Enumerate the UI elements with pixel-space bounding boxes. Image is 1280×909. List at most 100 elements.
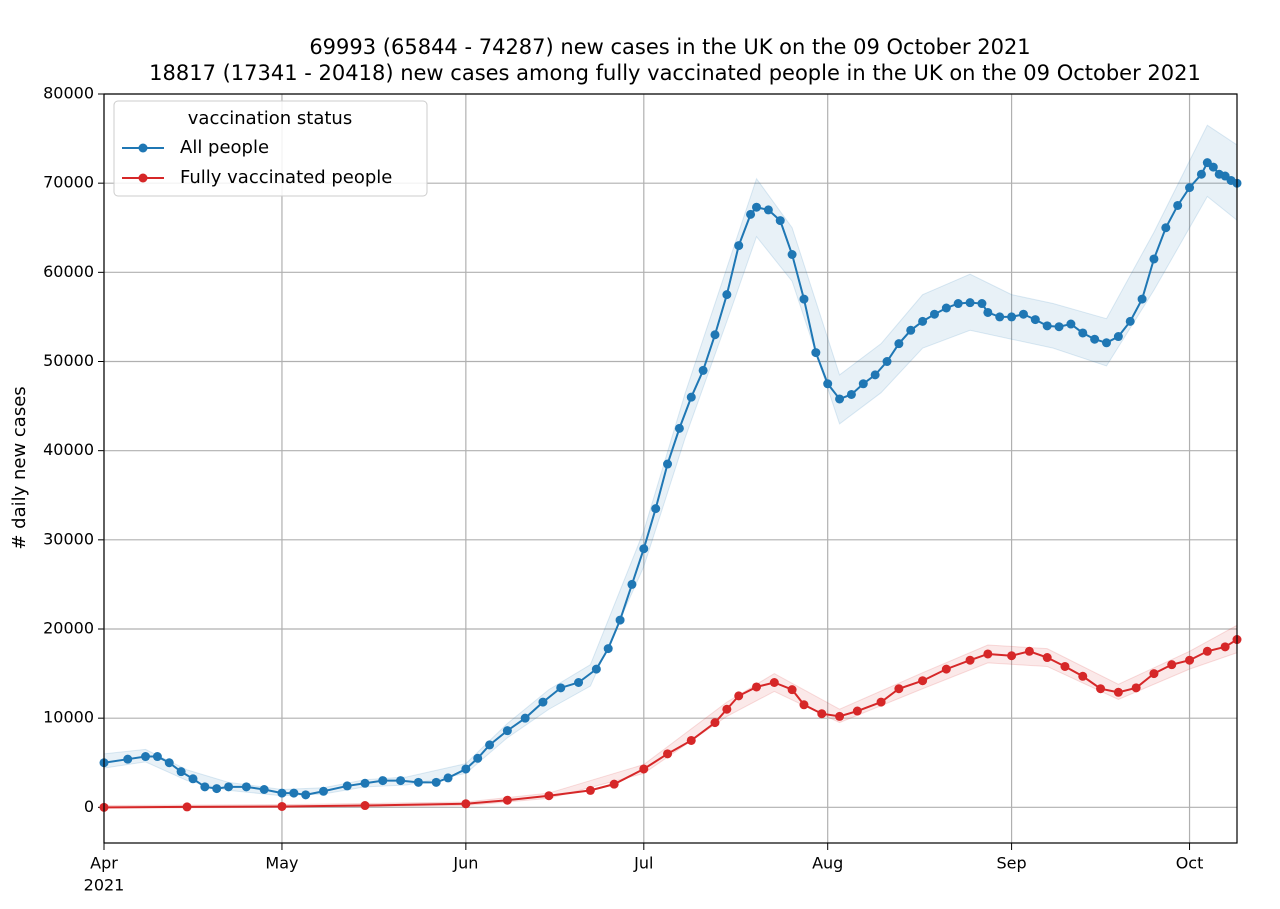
data-point <box>318 786 328 796</box>
y-tick-label: 30000 <box>43 529 94 548</box>
data-point <box>817 709 827 719</box>
data-point <box>775 216 785 226</box>
y-axis-label: # daily new cases <box>9 386 30 549</box>
data-point <box>182 802 192 812</box>
data-point <box>1125 316 1135 326</box>
y-tick-label: 60000 <box>43 262 94 281</box>
legend-label: Fully vaccinated people <box>180 167 392 188</box>
data-point <box>639 764 649 774</box>
plot-frame <box>103 93 1238 844</box>
data-point <box>1024 646 1034 656</box>
data-point <box>461 764 471 774</box>
data-point <box>141 752 151 762</box>
data-point <box>1101 338 1111 348</box>
data-point <box>835 711 845 721</box>
data-point <box>1161 223 1171 233</box>
data-point <box>241 782 251 792</box>
data-point <box>698 365 708 375</box>
data-point <box>752 682 762 692</box>
legend-title: vaccination status <box>188 108 352 129</box>
data-point <box>811 348 821 358</box>
data-point <box>663 749 673 759</box>
data-point <box>1220 642 1230 652</box>
data-point <box>965 655 975 665</box>
data-point <box>443 773 453 783</box>
data-point <box>941 303 951 313</box>
data-point <box>431 777 441 787</box>
data-point <box>965 298 975 308</box>
data-point <box>752 202 762 212</box>
data-point <box>520 713 530 723</box>
y-tick-label: 40000 <box>43 440 94 459</box>
data-point <box>787 250 797 259</box>
data-point <box>663 459 673 469</box>
data-point <box>461 799 471 809</box>
data-point <box>413 777 423 787</box>
y-tick-label: 80000 <box>43 84 94 103</box>
legend-label: All people <box>180 137 269 158</box>
data-point <box>1149 254 1159 264</box>
data-point <box>627 579 637 589</box>
data-point <box>995 312 1005 322</box>
data-point <box>1042 653 1052 663</box>
data-point <box>846 389 856 399</box>
data-point <box>1113 332 1123 342</box>
data-point <box>1167 660 1177 670</box>
data-point <box>1007 312 1017 322</box>
data-point <box>799 700 809 710</box>
data-point <box>1078 671 1088 681</box>
data-point <box>603 644 613 654</box>
x-tick-label: Jun <box>452 854 478 873</box>
confidence-band <box>103 124 1238 797</box>
y-tick-label: 0 <box>84 797 94 816</box>
data-point <box>769 678 779 687</box>
data-point <box>1054 322 1064 332</box>
data-point <box>1042 321 1052 331</box>
data-point <box>176 767 186 777</box>
data-point <box>686 735 696 745</box>
data-point <box>301 790 311 800</box>
legend: vaccination status All people Fully vaccin… <box>113 100 428 197</box>
data-point <box>852 706 862 716</box>
data-point <box>710 330 720 340</box>
data-point <box>188 774 198 784</box>
data-point <box>342 781 352 791</box>
y-tick-label: 50000 <box>43 351 94 370</box>
data-point <box>651 504 661 514</box>
data-point <box>289 788 299 798</box>
data-point <box>722 290 732 300</box>
x-tick-label: Sep <box>997 854 1027 873</box>
data-point <box>983 649 993 659</box>
data-point <box>1030 315 1040 325</box>
data-point <box>953 299 963 309</box>
data-point <box>983 307 993 317</box>
data-point <box>609 779 619 789</box>
data-point <box>858 379 868 389</box>
x-tick-label: Jul <box>633 854 653 873</box>
y-tick-label: 70000 <box>43 173 94 192</box>
legend-box <box>113 100 428 197</box>
data-point <box>200 782 210 792</box>
data-point <box>164 758 174 768</box>
data-point <box>378 776 388 786</box>
data-point <box>1137 294 1147 304</box>
data-point <box>485 740 495 750</box>
data-point <box>1131 683 1141 693</box>
data-point <box>212 784 222 794</box>
data-point <box>734 691 744 701</box>
data-point <box>929 309 939 319</box>
data-point <box>763 205 773 215</box>
data-point <box>538 697 548 707</box>
data-point <box>360 778 370 788</box>
data-point <box>1090 334 1100 344</box>
data-point <box>259 785 269 794</box>
data-point <box>787 685 797 695</box>
data-point <box>1185 655 1195 665</box>
x-tick-label: May <box>265 854 298 873</box>
x-tick-label: Aug <box>812 854 843 873</box>
data-point <box>894 684 904 694</box>
data-point <box>1173 200 1183 210</box>
data-point <box>977 299 987 309</box>
data-point <box>152 752 162 762</box>
